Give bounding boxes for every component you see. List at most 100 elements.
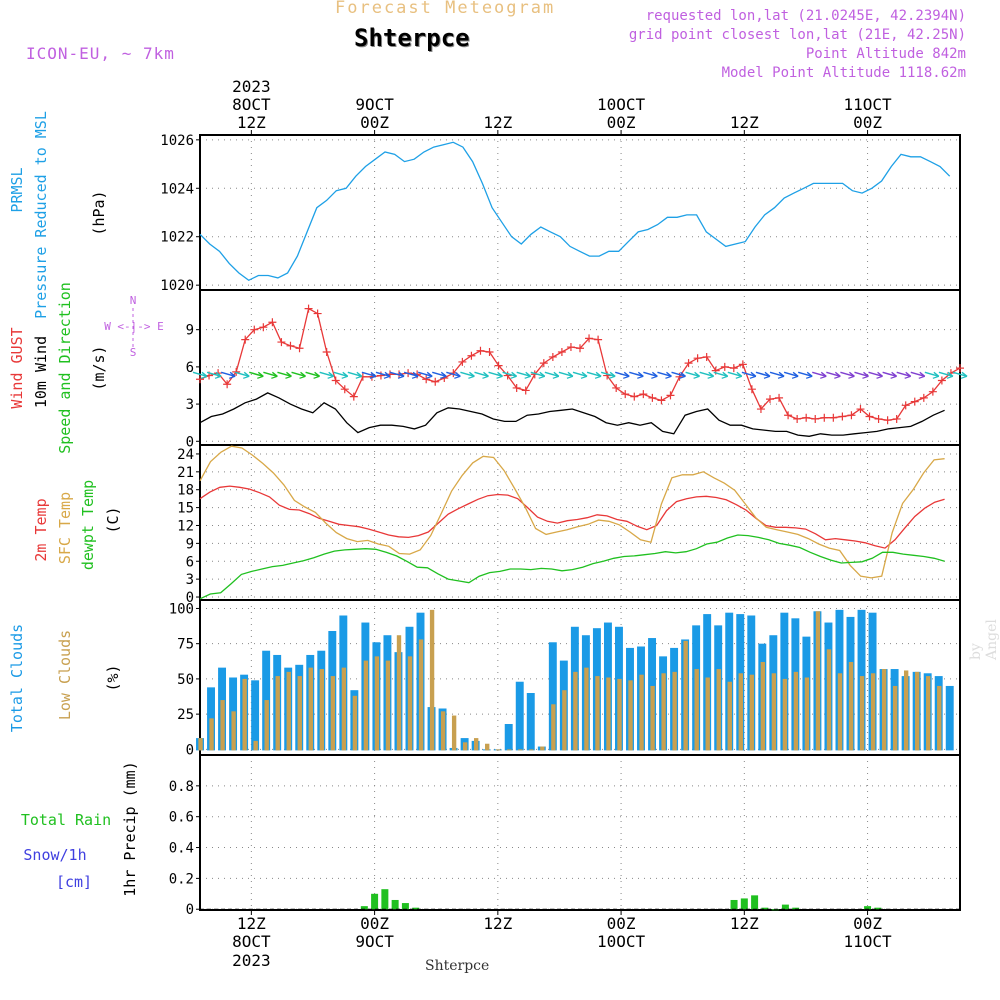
- footer-station: Shterpce: [425, 958, 490, 974]
- gust-marker: [566, 343, 575, 352]
- low-cloud-bar: [617, 678, 622, 751]
- low-cloud-bar: [297, 676, 302, 751]
- series-10m-wind: [199, 392, 945, 437]
- low-cloud-bar: [198, 738, 203, 751]
- wind-arrow: [572, 371, 588, 378]
- bottom-tick-year: 2023: [232, 951, 271, 970]
- y-tick-label: 50: [177, 672, 194, 688]
- rain-bar: [761, 907, 769, 910]
- ylabel-hpa: (hPa): [90, 190, 108, 235]
- ylabel-low-clouds: Low Clouds: [56, 630, 74, 720]
- top-tick-hour: 00Z: [607, 113, 636, 132]
- wind-arrow-head: [820, 371, 827, 379]
- gust-marker: [277, 338, 286, 347]
- wind-arrow: [685, 371, 700, 378]
- wind-arrow-head: [496, 371, 503, 379]
- bottom-tick-date: 11OCT: [843, 932, 892, 951]
- low-cloud-bar: [275, 676, 280, 751]
- total-cloud-bar: [526, 693, 535, 751]
- series-dewpt-temp: [199, 534, 945, 600]
- gust-marker: [747, 385, 756, 394]
- wind-arrow: [403, 371, 419, 378]
- low-cloud-bar: [826, 649, 832, 751]
- low-cloud-bar: [396, 635, 402, 751]
- low-cloud-bar: [771, 673, 777, 751]
- wind-arrow-head: [862, 371, 869, 379]
- gust-marker: [901, 401, 910, 410]
- low-cloud-bar: [220, 700, 225, 751]
- total-cloud-bar: [251, 680, 260, 751]
- bottom-tick-hour: 00Z: [853, 914, 882, 933]
- wind-arrow-head: [594, 371, 602, 379]
- wind-arrow: [220, 371, 236, 378]
- wind-arrow: [868, 371, 883, 378]
- gust-marker: [729, 364, 738, 373]
- low-cloud-bar: [760, 662, 766, 751]
- gust-marker: [259, 323, 268, 332]
- y-tick-label: 12: [177, 518, 194, 534]
- low-cloud-bar: [870, 673, 876, 751]
- low-cloud-bar: [308, 667, 313, 751]
- wind-arrow: [192, 371, 208, 378]
- y-tick-label: 0.4: [169, 841, 194, 857]
- wind-arrow: [235, 371, 250, 378]
- low-cloud-bar: [374, 656, 380, 751]
- gust-marker: [693, 354, 702, 363]
- wind-arrow: [741, 371, 757, 378]
- gust-marker: [322, 348, 331, 356]
- wind-arrow: [375, 371, 391, 378]
- total-cloud-bar: [515, 681, 524, 751]
- gust-marker: [512, 383, 521, 392]
- low-cloud-bar: [782, 678, 788, 751]
- ylabel-pressure-msl: Pressure Reduced to MSL: [32, 111, 50, 319]
- low-cloud-bar: [738, 673, 743, 751]
- low-cloud-bar: [837, 673, 843, 751]
- wind-arrow-head: [834, 371, 841, 379]
- top-tick-hour: 00Z: [360, 113, 389, 132]
- ylabel-speed-direction: Speed and Direction: [56, 282, 74, 454]
- gust-marker: [458, 357, 467, 366]
- gust-marker: [856, 405, 865, 414]
- wind-arrow-head: [482, 371, 489, 379]
- bottom-tick-hour: 00Z: [607, 914, 636, 933]
- wind-arrow-head: [651, 371, 658, 379]
- wind-arrow-head: [411, 371, 419, 379]
- gust-marker: [548, 352, 557, 361]
- wind-arrow-head: [566, 371, 574, 379]
- gust-marker: [648, 393, 657, 402]
- ylabel-precip-mm: 1hr Precip (mm): [121, 761, 139, 896]
- top-tick-date: 9OCT: [355, 95, 394, 114]
- wind-arrow-head: [665, 371, 672, 379]
- y-tick-label: 9: [186, 323, 194, 339]
- low-cloud-bar: [926, 676, 931, 751]
- wind-arrow: [629, 371, 644, 378]
- low-cloud-bar: [385, 660, 391, 751]
- station-name: Shterpce: [354, 24, 470, 52]
- wind-arrow: [769, 371, 785, 378]
- bottom-tick-hour: 12Z: [730, 914, 759, 933]
- gust-marker: [376, 371, 385, 380]
- low-cloud-bar: [540, 746, 545, 751]
- gust-marker: [494, 361, 503, 370]
- wind-arrow: [699, 371, 714, 378]
- gust-marker: [892, 414, 901, 423]
- wind-arrow-head: [580, 371, 588, 379]
- gust-marker: [784, 411, 793, 420]
- low-cloud-bar: [804, 677, 810, 751]
- low-cloud-bar: [231, 711, 236, 751]
- rain-bar: [401, 903, 409, 910]
- wind-arrow: [530, 371, 545, 378]
- low-cloud-bar: [440, 711, 446, 751]
- wind-arrow-head: [200, 371, 208, 379]
- ylabel-percent: (%): [104, 664, 122, 691]
- wind-arrow-head: [749, 371, 757, 379]
- wind-arrow-head: [890, 371, 898, 379]
- gust-marker: [349, 392, 358, 401]
- low-cloud-bar: [562, 690, 567, 751]
- chart-title: Forecast Meteogram: [335, 0, 556, 18]
- ylabel-ms: (m/s): [90, 345, 108, 390]
- wind-arrow: [305, 371, 320, 378]
- wind-arrow: [544, 371, 560, 378]
- wind-arrow-head: [763, 371, 771, 379]
- wind-arrow: [643, 371, 658, 378]
